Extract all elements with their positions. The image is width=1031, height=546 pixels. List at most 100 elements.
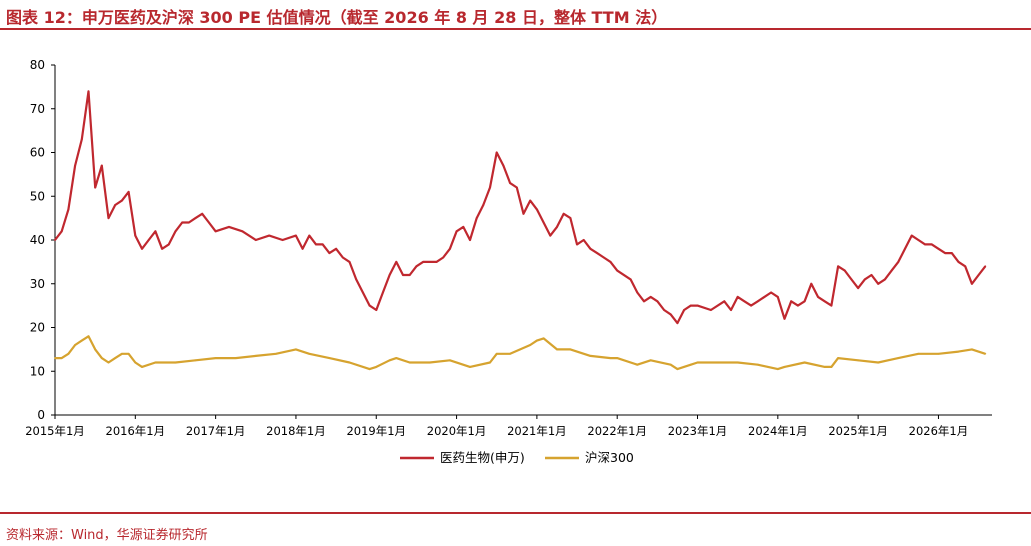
data-point [181, 221, 184, 224]
data-point [408, 274, 411, 276]
data-point [475, 217, 478, 220]
data-point [863, 278, 866, 281]
data-point [589, 247, 592, 250]
data-point [696, 361, 699, 364]
data-point [509, 352, 512, 355]
data-point [569, 217, 572, 220]
data-point [161, 247, 163, 250]
data-point [80, 138, 83, 141]
data-point [174, 230, 177, 233]
y-tick-label: 10 [30, 364, 45, 378]
data-point [609, 357, 612, 360]
data-point [301, 247, 304, 250]
data-point [582, 239, 585, 241]
data-point [321, 243, 324, 246]
data-point [395, 357, 398, 360]
data-point [201, 212, 204, 215]
chart-series [54, 90, 987, 371]
y-tick-label: 20 [30, 321, 45, 335]
data-point [689, 304, 692, 307]
x-tick-label: 2020年1月 [427, 424, 487, 438]
data-point [569, 348, 572, 351]
data-point [469, 239, 471, 241]
x-tick-label: 2016年1月 [106, 424, 166, 438]
data-point [837, 357, 839, 360]
data-point [837, 265, 839, 268]
data-point [790, 300, 793, 303]
data-point [776, 368, 779, 370]
y-tick-label: 0 [37, 408, 45, 422]
data-point [542, 337, 545, 340]
data-point [154, 361, 157, 364]
data-point [910, 234, 913, 237]
data-point [121, 199, 123, 202]
data-point [308, 352, 311, 355]
data-point [716, 361, 719, 364]
y-tick-label: 50 [30, 189, 45, 203]
data-point [214, 357, 217, 360]
data-point [121, 352, 123, 355]
data-point [817, 295, 819, 298]
data-point [810, 282, 813, 285]
data-point [924, 243, 926, 246]
data-point [609, 260, 612, 263]
data-point [141, 247, 143, 250]
data-point [529, 344, 532, 346]
data-point [736, 361, 739, 364]
data-point [649, 359, 652, 362]
data-point [214, 230, 217, 233]
data-point [448, 359, 451, 362]
x-tick-label: 2018年1月 [266, 424, 326, 438]
data-point [268, 234, 271, 237]
data-point [67, 352, 70, 355]
data-point [375, 309, 378, 311]
data-point [897, 260, 900, 263]
data-point [382, 291, 384, 294]
data-point [950, 252, 953, 255]
data-point [823, 300, 826, 303]
data-point [984, 352, 987, 355]
data-point [803, 300, 806, 303]
data-point [971, 282, 973, 285]
data-point [348, 361, 351, 364]
data-point [616, 357, 619, 360]
data-point [776, 295, 779, 298]
data-point [937, 247, 940, 250]
data-point [629, 278, 632, 281]
data-point [114, 204, 117, 206]
data-point [100, 164, 103, 167]
data-point [502, 164, 505, 167]
x-tick-label: 2021年1月 [507, 424, 567, 438]
data-point [602, 256, 605, 259]
data-point [234, 357, 237, 360]
data-point [335, 247, 337, 250]
data-point [74, 344, 76, 346]
data-point [348, 260, 351, 263]
data-point [797, 304, 799, 307]
data-point [141, 365, 143, 368]
data-point [127, 352, 130, 355]
data-point [676, 368, 679, 370]
data-point [723, 300, 726, 303]
data-point [589, 355, 592, 357]
data-point [689, 363, 692, 366]
data-point [877, 361, 880, 364]
data-point [616, 269, 619, 272]
data-point [984, 265, 987, 268]
data-point [187, 221, 190, 224]
data-point [355, 278, 358, 281]
data-point [917, 352, 920, 355]
x-tick-label: 2017年1月 [186, 424, 246, 438]
data-point [897, 357, 900, 360]
data-point [756, 300, 759, 303]
data-point [167, 243, 170, 246]
data-point [730, 309, 732, 311]
data-point [803, 361, 806, 364]
legend-label: 沪深300 [585, 450, 634, 465]
data-point [669, 313, 672, 316]
data-point [422, 260, 425, 263]
data-point [823, 365, 826, 368]
data-point [54, 357, 56, 360]
data-point [107, 361, 110, 364]
pe-line-chart: 0 10 20 30 40 50 60 70 80 2015年1月 2016年1月 2017年1月 20… [25, 58, 992, 465]
